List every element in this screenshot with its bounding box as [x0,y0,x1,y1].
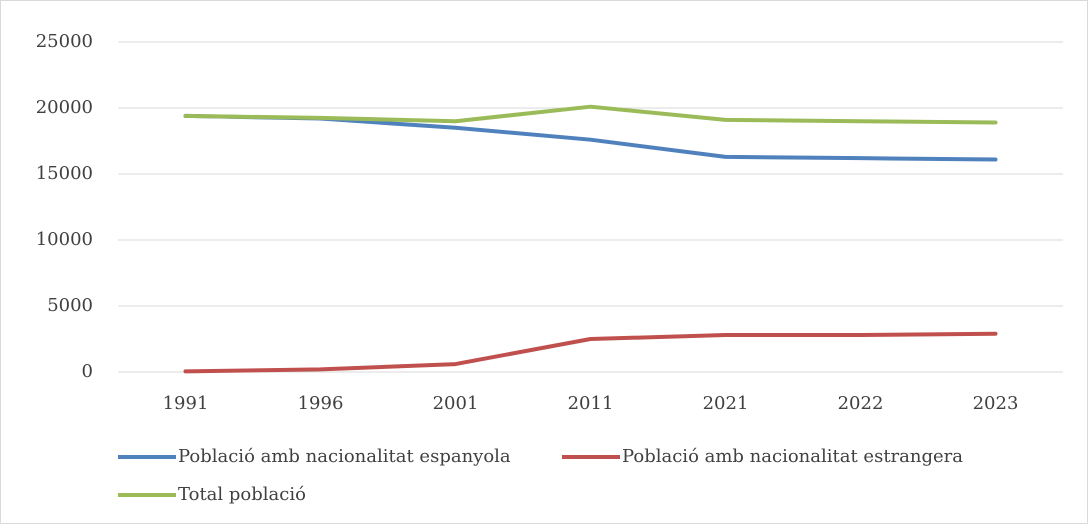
x-tick-label: 1996 [298,393,344,414]
y-tick-label: 20000 [36,97,93,118]
x-tick-label: 1991 [163,393,209,414]
y-tick-label: 25000 [36,31,93,52]
legend-label: Població amb nacionalitat estrangera [622,446,963,467]
line-series [183,104,998,125]
legend-label: Població amb nacionalitat espanyola [178,446,511,467]
y-tick-label: 5000 [47,295,93,316]
y-tick-label: 15000 [36,163,93,184]
x-tick-label: 2011 [568,393,614,414]
x-tick-label: 2001 [433,393,479,414]
y-tick-label: 10000 [36,229,93,250]
y-tick-label: 0 [82,361,93,382]
legend-label: Total població [178,484,306,505]
x-tick-label: 2023 [973,393,1019,414]
line-series [183,331,998,374]
x-tick-label: 2022 [838,393,884,414]
x-tick-label: 2021 [703,393,749,414]
